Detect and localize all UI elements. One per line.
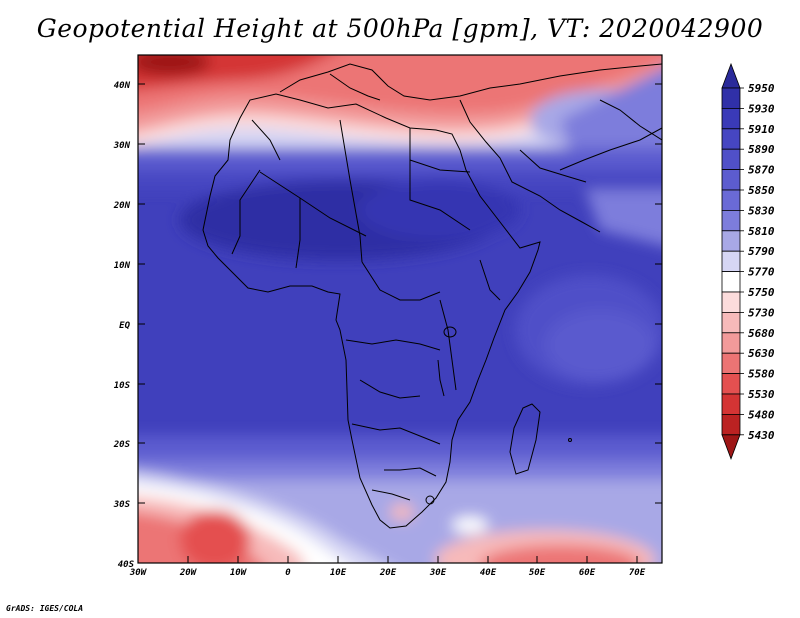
- colorbar-cell: [721, 434, 741, 460]
- colorbar-cell: [721, 413, 741, 436]
- lat-label-10s: 10S: [114, 381, 131, 391]
- lon-label-10e: 10E: [330, 568, 347, 578]
- colorbar-cell: [721, 230, 741, 252]
- colorbar-label: 5830: [748, 204, 775, 217]
- colorbar-label: 5850: [748, 184, 775, 197]
- colorbar-label: 5530: [748, 388, 775, 401]
- colorbar-cell: [721, 148, 741, 170]
- lat-label-20n: 20N: [113, 201, 131, 211]
- colorbar-cell: [721, 189, 741, 211]
- plot-frame: [137, 54, 663, 564]
- colorbar-cell: [721, 271, 741, 293]
- lon-axis: [187, 556, 638, 563]
- colorbar-cell: [721, 62, 741, 89]
- colorbar-label: 5910: [748, 123, 775, 136]
- lon-label-30e: 30E: [429, 568, 447, 578]
- colorbar-cell: [721, 352, 741, 375]
- lon-label-70e: 70E: [629, 568, 646, 578]
- colorbar-cell: [721, 332, 741, 354]
- colorbar-label: 5930: [748, 102, 775, 115]
- colorbar-label: 5630: [748, 347, 775, 360]
- lat-label-20s: 20S: [113, 440, 131, 450]
- lon-label-50e: 50E: [529, 568, 546, 578]
- colorbar-cell: [721, 108, 741, 130]
- lat-label-40s: 40S: [118, 560, 135, 570]
- colorbar-label: 5430: [748, 429, 775, 442]
- colorbar: 5950 5930 5910 5890 5870 5850 5830 5810 5790 5770…: [721, 62, 775, 460]
- lon-label-60e: 60E: [579, 568, 596, 578]
- lat-label-10n: 10N: [114, 261, 131, 271]
- colorbar-cell: [721, 291, 741, 313]
- colorbar-cell: [721, 393, 741, 415]
- height-field: [138, 55, 662, 563]
- colorbar-label: 5730: [748, 306, 775, 319]
- colorbar-label: 5480: [748, 408, 775, 421]
- colorbar-cell: [721, 128, 741, 150]
- grads-credit: GrADS: IGES/COLA: [6, 604, 84, 613]
- colorbar-cell: [721, 209, 741, 232]
- colorbar-label: 5950: [748, 82, 775, 95]
- lat-label-30n: 30N: [113, 141, 131, 151]
- colorbar-label: 5790: [748, 245, 775, 258]
- colorbar-label: 5890: [748, 143, 775, 156]
- lon-label-20e: 20E: [379, 568, 397, 578]
- colorbar-cell: [721, 250, 741, 272]
- colorbar-cell: [721, 311, 741, 334]
- colorbar-cell: [721, 169, 741, 191]
- lat-label-30s: 30S: [113, 500, 131, 510]
- colorbar-label: 5750: [748, 286, 775, 299]
- map-title: Geopotential Height at 500hPa [gpm], VT:…: [36, 14, 764, 43]
- lon-label-10w: 10W: [230, 568, 248, 578]
- colorbar-label: 5680: [748, 327, 775, 340]
- lat-label-eq: EQ: [119, 321, 130, 331]
- lon-label-0: 0: [285, 568, 291, 578]
- lat-label-40n: 40N: [114, 81, 131, 91]
- colorbar-cell: [721, 87, 741, 109]
- lat-axis: [138, 83, 662, 504]
- colorbar-cell: [721, 373, 741, 395]
- coastlines: [202, 63, 662, 529]
- lon-label-40e: 40E: [480, 568, 497, 578]
- colorbar-label: 5770: [748, 266, 775, 279]
- colorbar-label: 5580: [748, 368, 775, 381]
- lon-label-30w: 30W: [129, 568, 148, 578]
- colorbar-label: 5810: [748, 225, 775, 238]
- colorbar-label: 5870: [748, 164, 775, 177]
- lon-label-20w: 20W: [179, 568, 198, 578]
